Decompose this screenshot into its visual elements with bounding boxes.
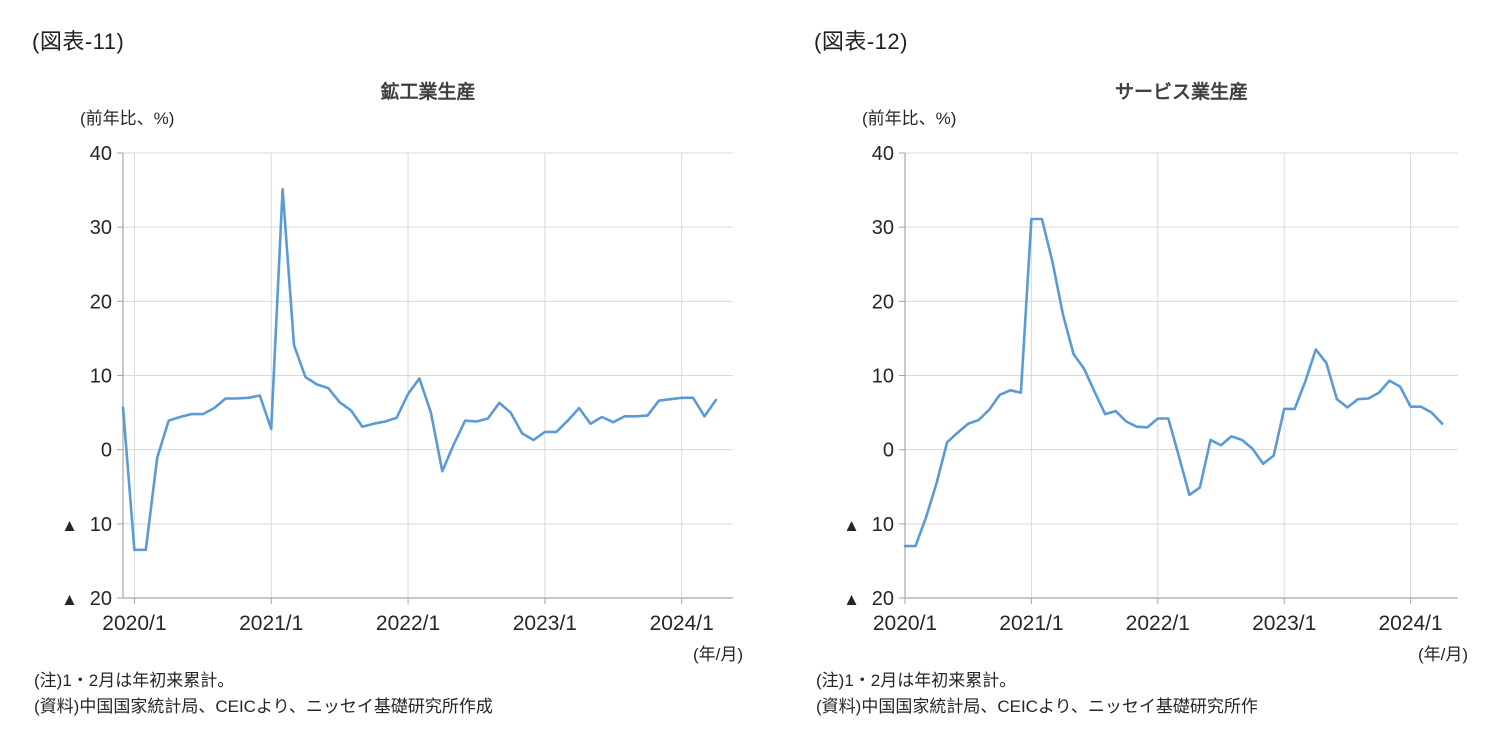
negative-triangle-mark: ▲ <box>61 590 78 609</box>
chart-title: サービス業生産 <box>1115 80 1248 103</box>
chart-note: (注)1・2月は年初来累計。 <box>34 671 235 690</box>
negative-triangle-mark: ▲ <box>61 516 78 535</box>
x-axis-tick-label: 2023/1 <box>1252 612 1316 635</box>
negative-triangle-mark: ▲ <box>843 590 860 609</box>
y-axis-tick-label: 20 <box>872 588 894 610</box>
x-axis-tick-label: 2022/1 <box>376 612 440 635</box>
x-axis-tick-label: 2024/1 <box>1378 612 1442 635</box>
y-axis-unit-label: (前年比、%) <box>862 109 956 128</box>
chart-source: (資料)中国国家統計局、CEICより、ニッセイ基礎研究所作成 <box>34 697 493 716</box>
x-axis-tick-label: 2021/1 <box>999 612 1063 635</box>
x-axis-tick-label: 2022/1 <box>1126 612 1190 635</box>
x-axis-tick-label: 2024/1 <box>650 612 714 635</box>
figure-label: (図表-12) <box>814 29 908 54</box>
chart-title: 鉱工業生産 <box>380 80 475 103</box>
y-axis-tick-label: 30 <box>90 217 112 239</box>
x-axis-tick-label: 2021/1 <box>239 612 303 635</box>
y-axis-unit-label: (前年比、%) <box>80 109 174 128</box>
chart-note: (注)1・2月は年初来累計。 <box>816 671 1017 690</box>
x-axis-tick-label: 2023/1 <box>513 612 577 635</box>
y-axis-tick-label: 40 <box>872 143 894 165</box>
figure-panel-industrial-production: (図表-11) 40 30 20 10 0 ▲ 10 ▲ 20 2020/1 2021/1 2022/… <box>0 0 747 747</box>
series-line <box>903 217 1444 548</box>
y-axis-tick-label: 10 <box>90 514 112 536</box>
y-axis-tick-label: 20 <box>90 291 112 313</box>
y-axis-tick-label: 20 <box>872 291 894 313</box>
figure-panel-service-production: (図表-12) 40 30 20 10 0 ▲ 10 ▲ 20 2020/1 2021/1 2022/… <box>782 0 1495 747</box>
y-axis-tick-label: 10 <box>90 366 112 388</box>
y-axis-tick-label: 30 <box>872 217 894 239</box>
figure-label: (図表-11) <box>32 29 125 54</box>
chart-source: (資料)中国国家統計局、CEICより、ニッセイ基礎研究所作 <box>816 697 1258 716</box>
x-axis-unit-label: (年/月) <box>693 645 743 664</box>
y-axis-tick-label: 0 <box>883 440 894 462</box>
negative-triangle-mark: ▲ <box>843 516 860 535</box>
y-axis-tick-label: 20 <box>90 588 112 610</box>
y-axis-tick-label: 0 <box>101 440 112 462</box>
series-line <box>121 188 718 552</box>
y-axis-tick-label: 10 <box>872 514 894 536</box>
x-axis-tick-label: 2020/1 <box>102 612 166 635</box>
y-axis-tick-label: 10 <box>872 366 894 388</box>
x-axis-tick-label: 2020/1 <box>873 612 937 635</box>
x-axis-unit-label: (年/月) <box>1418 645 1468 664</box>
y-axis-tick-label: 40 <box>90 143 112 165</box>
